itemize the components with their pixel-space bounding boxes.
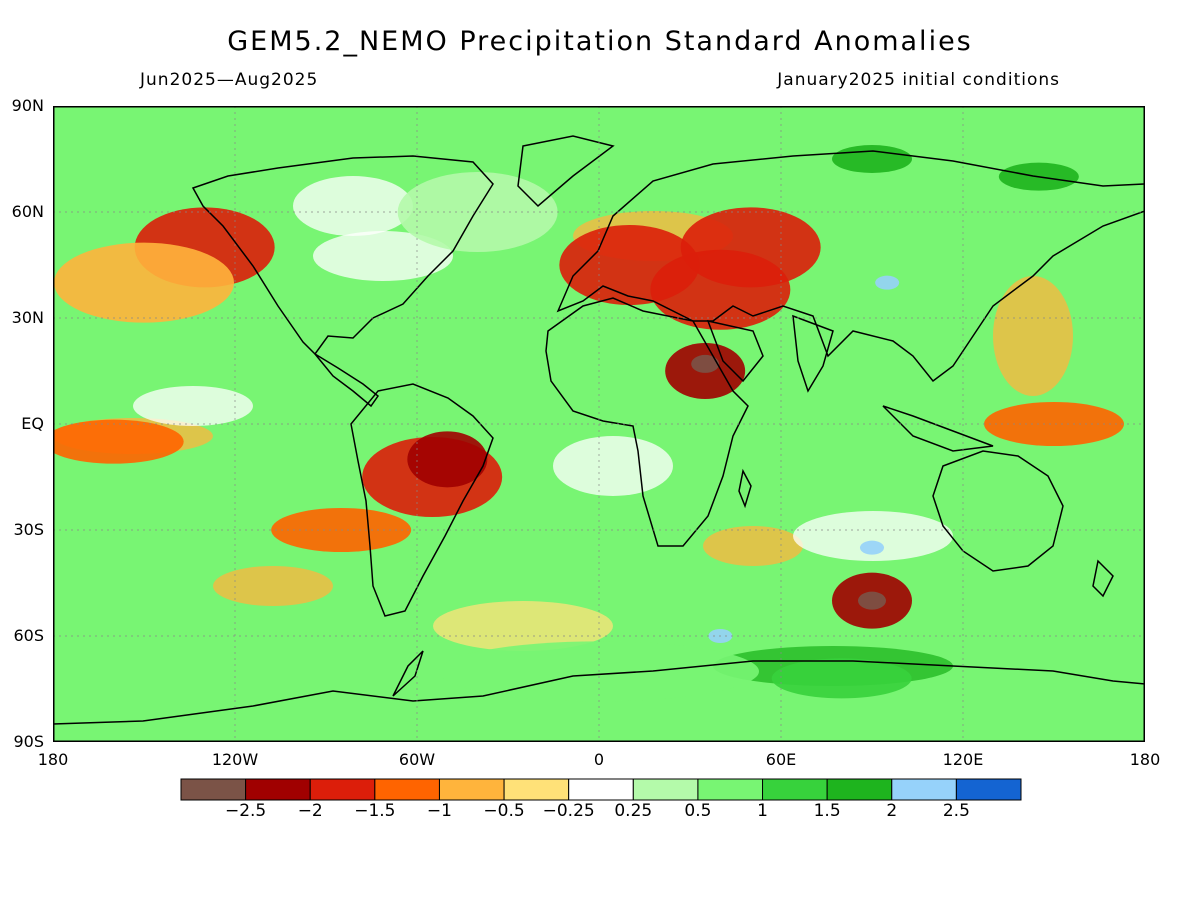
gridlines [53,106,1145,742]
coast-arabia [706,319,764,383]
longitude-tick-label: 60E [765,750,797,769]
coast-eurasia [556,150,1145,383]
anomaly-region [875,275,900,290]
latitude-tick-label: 90S [13,732,44,751]
legend-tick-label: 0.5 [684,801,712,821]
legend-tick-label: 0.25 [614,801,653,821]
anomaly-regions [53,145,1124,702]
anomaly-region [832,145,912,173]
map-panel [53,106,1145,742]
anomaly-texture [993,276,1073,396]
anomaly-texture [703,526,803,566]
legend-swatch [503,778,570,801]
legend-swatch [180,778,247,801]
legend-swatch [568,778,634,801]
longitude-tick-label: 0 [593,750,605,769]
coast-antarctica [53,660,1145,725]
longitude-tick-label: 180 [37,750,69,769]
legend-colorbar [180,778,1022,801]
legend-tick-label: −1.5 [354,801,396,821]
anomaly-texture [293,176,413,236]
anomaly-texture [793,511,953,561]
legend-tick-label: 2 [886,801,898,821]
chart-title: GEM5.2_NEMO Precipitation Standard Anoma… [227,26,973,57]
legend-tick-label: −2 [297,801,323,821]
legend-tick-label: −0.25 [542,801,595,821]
coast-central-america [314,353,380,408]
longitude-tick-label: 60W [398,750,436,769]
legend-swatch [309,778,376,801]
anomaly-texture [313,231,453,281]
legend-swatch [762,778,828,801]
map-frame [53,106,1145,742]
legend-swatch [438,778,505,801]
anomaly-region [691,354,720,373]
anomaly-texture [433,601,613,651]
legend-swatch [374,778,440,801]
coast-south-america [350,383,494,617]
anomaly-region [771,658,912,699]
anomaly-region [407,431,488,488]
legend-swatch [632,778,699,801]
coast-antarctic-peninsula [392,650,424,697]
legend-swatch [891,778,957,801]
anomaly-region [397,172,558,252]
latitude-tick-label: EQ [21,414,44,433]
latitude-tick-label: 60S [13,626,44,645]
legend-swatch [826,778,893,801]
legend-tick-label: −0.5 [483,801,525,821]
anomaly-texture [133,386,253,426]
legend-tick-label: −2.5 [224,801,267,821]
precipitation-anomaly-map [53,106,1145,742]
anomaly-region [860,540,884,555]
anomaly-texture [213,566,333,606]
legend-tick-label: −1 [426,801,452,821]
anomaly-region [559,225,700,305]
coast-australia [932,450,1064,572]
legend-tick-label: 1 [757,801,768,821]
latitude-tick-label: 60N [11,202,44,221]
coast-indonesia [882,405,994,452]
anomaly-region [54,242,234,323]
legend-swatch [245,778,311,801]
latitude-tick-label: 30N [11,308,44,327]
coast-madagascar [738,468,752,509]
anomaly-texture [553,436,673,496]
coastlines [53,135,1145,725]
longitude-tick-label: 180 [1129,750,1161,769]
legend-tick-label: 1.5 [813,801,841,821]
latitude-tick-label: 90N [11,96,44,115]
anomaly-region [53,419,184,464]
legend-swatch [697,778,764,801]
latitude-tick-label: 30S [13,520,44,539]
coast-new-zealand [1092,559,1114,598]
longitude-tick-label: 120E [942,750,984,769]
anomaly-region [858,591,886,610]
legend-tick-label: 2.5 [942,801,970,821]
initial-conditions-label: January2025 initial conditions [777,70,1060,90]
coast-north-america [191,155,494,356]
coast-india [792,314,834,393]
coast-africa [545,297,749,547]
coast-greenland [517,135,615,208]
period-label: Jun2025—Aug2025 [140,70,319,90]
anomaly-region [984,402,1124,446]
legend-swatch [955,778,1022,801]
longitude-tick-label: 120W [211,750,259,769]
